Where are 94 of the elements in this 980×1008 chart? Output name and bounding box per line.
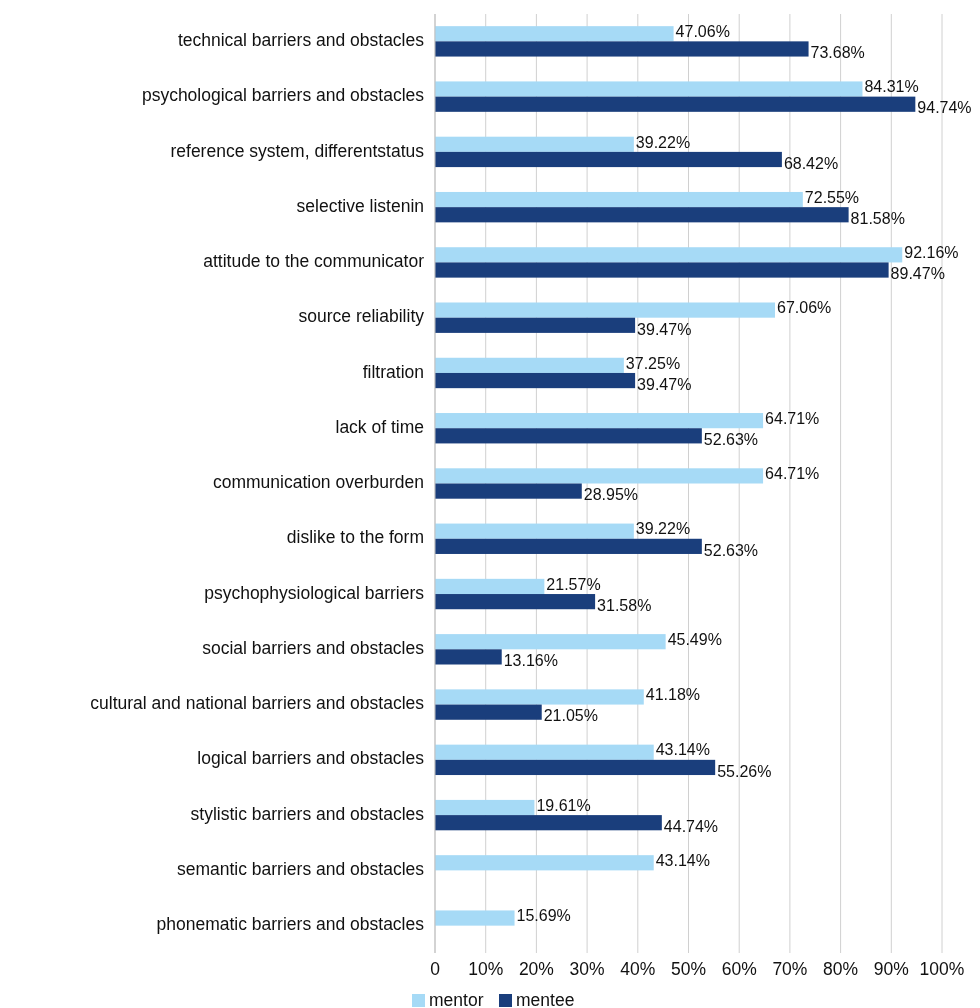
data-label: 52.63% bbox=[703, 431, 759, 449]
bar bbox=[435, 689, 644, 705]
bar bbox=[435, 372, 636, 389]
x-tick-label: 50% bbox=[670, 959, 707, 979]
bar bbox=[435, 136, 634, 152]
bar bbox=[435, 41, 809, 57]
legend-label: mentee bbox=[516, 989, 575, 1008]
x-tick-label: 70% bbox=[772, 959, 808, 979]
data-label: 44.74% bbox=[663, 817, 719, 835]
data-label: 39.47% bbox=[637, 320, 692, 338]
x-tick-label: 40% bbox=[620, 959, 656, 979]
data-label: 72.55% bbox=[804, 188, 860, 206]
bar bbox=[435, 26, 674, 42]
data-label: 94.74% bbox=[917, 99, 972, 117]
data-label: 84.31% bbox=[864, 78, 919, 96]
data-label: 89.47% bbox=[890, 265, 945, 283]
data-label: 64.71% bbox=[765, 409, 820, 427]
data-label: 13.16% bbox=[503, 652, 558, 670]
bar bbox=[435, 317, 636, 333]
y-tick-label: selective listenin bbox=[296, 195, 424, 216]
x-tick-label: 0 bbox=[430, 959, 441, 979]
bar bbox=[435, 302, 775, 318]
data-label: 52.63% bbox=[703, 541, 759, 559]
x-tick-label: 30% bbox=[569, 959, 605, 979]
x-tick-label: 80% bbox=[823, 959, 859, 979]
bar bbox=[435, 413, 764, 429]
bar bbox=[435, 207, 849, 223]
data-label: 47.06% bbox=[675, 22, 730, 40]
bar bbox=[435, 191, 803, 208]
y-tick-label: lack of time bbox=[335, 416, 424, 437]
bar bbox=[435, 594, 596, 610]
bar bbox=[435, 855, 654, 871]
bar bbox=[435, 96, 916, 112]
y-tick-label: filtration bbox=[362, 361, 424, 382]
data-label: 37.25% bbox=[625, 354, 681, 372]
x-tick-label: 20% bbox=[518, 959, 554, 979]
data-label: 21.05% bbox=[543, 707, 598, 725]
data-label: 15.69% bbox=[516, 907, 571, 925]
x-tick-label: 100% bbox=[919, 959, 965, 979]
y-tick-label: reference system, differentstatus bbox=[170, 140, 425, 161]
bar bbox=[435, 483, 582, 499]
bar bbox=[435, 759, 716, 776]
y-tick-label: stylistic barriers and obstacles bbox=[190, 803, 425, 824]
data-label: 55.26% bbox=[717, 762, 772, 780]
y-tick-label: communication overburden bbox=[212, 472, 424, 493]
data-label: 41.18% bbox=[645, 686, 701, 704]
bar bbox=[435, 468, 764, 484]
data-label: 39.22% bbox=[635, 520, 691, 538]
y-tick-label: cultural and national barriers and obstacles bbox=[90, 693, 425, 714]
bar bbox=[435, 578, 545, 595]
data-label: 19.61% bbox=[536, 796, 591, 814]
bar bbox=[435, 815, 662, 831]
bar bbox=[435, 357, 624, 373]
y-tick-label: logical barriers and obstacles bbox=[197, 748, 425, 769]
data-label: 68.42% bbox=[783, 154, 839, 172]
legend-label: mentor bbox=[429, 989, 484, 1008]
y-tick-label: psychophysiological barriers bbox=[204, 582, 425, 603]
data-label: 39.22% bbox=[635, 133, 691, 151]
data-label: 73.68% bbox=[810, 44, 865, 62]
bar bbox=[435, 262, 889, 278]
y-tick-label: source reliability bbox=[298, 306, 425, 327]
data-label: 92.16% bbox=[904, 244, 959, 262]
bar bbox=[435, 428, 702, 444]
y-tick-label: technical barriers and obstacles bbox=[177, 29, 425, 50]
bar bbox=[435, 799, 535, 816]
y-tick-label: semantic barriers and obstacles bbox=[176, 859, 425, 879]
data-label: 67.06% bbox=[776, 299, 832, 317]
bar bbox=[435, 538, 702, 554]
x-tick-label: 90% bbox=[873, 959, 909, 979]
bar bbox=[435, 744, 654, 760]
data-label: 43.14% bbox=[655, 741, 710, 759]
x-tick-label: 10% bbox=[468, 959, 504, 979]
data-label: 39.47% bbox=[637, 375, 692, 393]
data-label: 45.49% bbox=[667, 630, 722, 648]
bar bbox=[435, 704, 542, 720]
data-label: 43.14% bbox=[655, 851, 710, 870]
data-label: 21.57% bbox=[546, 575, 601, 593]
bar bbox=[435, 910, 515, 926]
y-tick-label: psychological barriers and obstacles bbox=[141, 85, 425, 106]
data-label: 31.58% bbox=[597, 596, 652, 614]
bar bbox=[435, 151, 782, 168]
bar bbox=[435, 523, 634, 539]
y-tick-label: attitude to the communicator bbox=[203, 251, 425, 272]
y-tick-label: social barriers and obstacles bbox=[202, 637, 425, 658]
x-tick-label: 60% bbox=[721, 959, 757, 979]
data-label: 64.71% bbox=[765, 465, 820, 483]
y-tick-label: phonematic barriers and obstacles bbox=[156, 914, 425, 935]
bar bbox=[435, 247, 903, 263]
data-label: 28.95% bbox=[583, 486, 639, 504]
bar bbox=[435, 634, 666, 650]
y-tick-label: dislike to the form bbox=[286, 527, 424, 548]
bar bbox=[435, 81, 863, 97]
data-label: 81.58% bbox=[850, 209, 905, 227]
bar bbox=[435, 649, 502, 665]
